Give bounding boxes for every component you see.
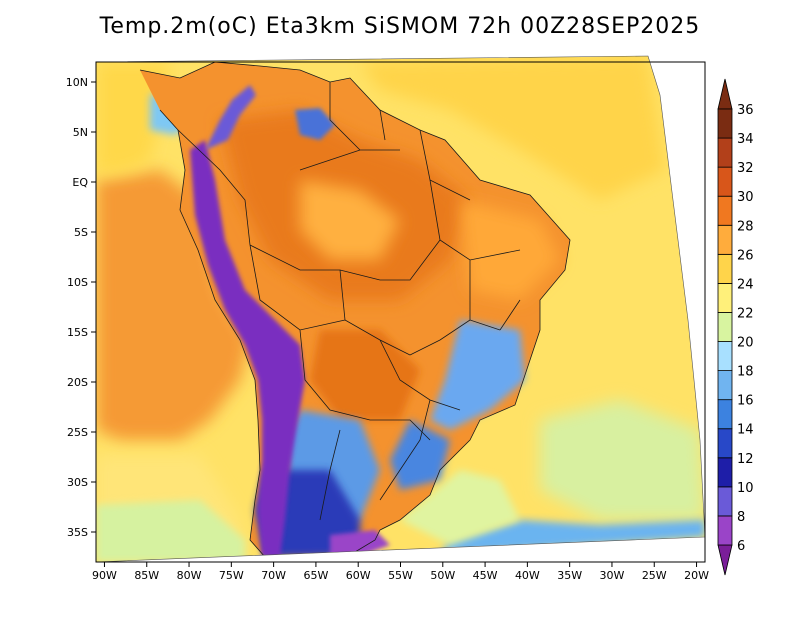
central-warm-patches — [300, 180, 400, 260]
lon-tick-label: 70W — [261, 569, 286, 582]
colorbar-segment — [717, 195, 733, 226]
andes-cold-ridge — [190, 140, 305, 557]
atlantic-coast-green — [400, 470, 520, 545]
colorbar-segment — [717, 312, 733, 342]
lat-tick-label: 25S — [67, 426, 88, 439]
lon-tick-label: 85W — [134, 569, 159, 582]
guiana-highlands-cool — [295, 108, 335, 140]
lat-tick-label: 30S — [67, 476, 88, 489]
colorbar-segment — [717, 282, 733, 313]
south-brazil-cool — [390, 420, 450, 490]
colorbar-segment — [717, 370, 733, 401]
lat-tick-label: EQ — [72, 176, 88, 189]
colorbar-label: 26 — [737, 248, 754, 263]
colorbar-segment — [717, 253, 733, 284]
colorbar-high-triangle — [717, 78, 733, 110]
lon-tick-label: 40W — [515, 569, 540, 582]
lon-tick-label: 20W — [684, 569, 709, 582]
colorbar-label: 10 — [737, 481, 754, 496]
southeast-highlands-cool — [430, 320, 525, 430]
andes-north-ridge — [205, 85, 256, 150]
lat-tick-label: 20S — [67, 376, 88, 389]
lat-tick-label: 10N — [66, 76, 88, 89]
northeast-warm — [460, 200, 560, 300]
colorbar-segment — [717, 457, 733, 488]
colorbar-segment — [717, 515, 733, 546]
colorbar-segment — [717, 399, 733, 430]
southern-patch-purple — [330, 530, 390, 556]
colorbar-segment — [717, 108, 733, 139]
country-borders — [177, 82, 521, 521]
lon-tick-label: 35W — [557, 569, 582, 582]
coastline — [139, 61, 571, 556]
lon-tick-label: 45W — [473, 569, 498, 582]
colorbar-segment — [717, 341, 733, 371]
colorbar-segment — [717, 428, 733, 459]
lon-tick-label: 75W — [219, 569, 244, 582]
lat-tick-label: 5S — [74, 226, 88, 239]
colorbar-label: 12 — [737, 452, 754, 467]
lon-tick-label: 60W — [346, 569, 371, 582]
pacific-south-green — [96, 500, 245, 562]
colorbar-label: 36 — [737, 103, 754, 118]
colorbar-label: 22 — [737, 306, 754, 321]
lon-tick-label: 55W — [388, 569, 413, 582]
lon-tick-label: 25W — [642, 569, 667, 582]
colorbar-label: 32 — [737, 161, 754, 176]
temperature-field — [96, 56, 705, 562]
domain-frame — [95, 55, 706, 563]
colorbar-segment — [717, 166, 733, 197]
colorbar-low-triangle — [717, 544, 733, 576]
colorbar-label: 14 — [737, 423, 754, 438]
atlantic-south-cool — [540, 400, 705, 520]
pacific-warm-region — [96, 170, 250, 440]
colorbar-label: 6 — [737, 539, 745, 554]
lon-tick-label: 30W — [600, 569, 625, 582]
chaco-hot — [310, 330, 420, 420]
colorbar-segment — [717, 486, 733, 517]
lat-tick-label: 5N — [73, 126, 88, 139]
colorbar-label: 18 — [737, 365, 754, 380]
map-title: Temp.2m(oC) Eta3km SiSMOM 72h 00Z28SEP20… — [99, 14, 701, 39]
colorbar-label: 8 — [737, 510, 745, 525]
lon-tick-label: 80W — [177, 569, 202, 582]
lat-tick-label: 10S — [67, 276, 88, 289]
colorbar-label: 34 — [737, 132, 754, 147]
colorbar-label: 30 — [737, 190, 754, 205]
lon-tick-label: 50W — [430, 569, 455, 582]
lon-tick-label: 65W — [303, 569, 328, 582]
colorbar-label: 28 — [737, 219, 754, 234]
colorbar-label: 24 — [737, 277, 754, 292]
colorbar: 6 8 10 12 14 16 18 20 22 24 26 28 30 32 34 36 — [717, 78, 754, 576]
colorbar-label: 20 — [737, 336, 754, 351]
colorbar-label: 16 — [737, 394, 754, 409]
longitude-axis: 90W 85W 80W 75W 70W 65W 60W 55W 50W 45W 40W 35W 30W 2… — [92, 562, 709, 582]
colorbar-segment — [717, 224, 733, 255]
lon-tick-label: 90W — [92, 569, 117, 582]
colorbar-segment — [717, 137, 733, 168]
atlantic-north-warm — [360, 56, 665, 200]
pacific-coastline — [159, 109, 266, 558]
lat-tick-label: 35S — [67, 526, 88, 539]
political-borders — [139, 61, 571, 558]
latitude-axis: 10N 5N EQ 5S 10S 15S 20S 25S 30S 35S — [66, 76, 96, 539]
lat-tick-label: 15S — [67, 326, 88, 339]
